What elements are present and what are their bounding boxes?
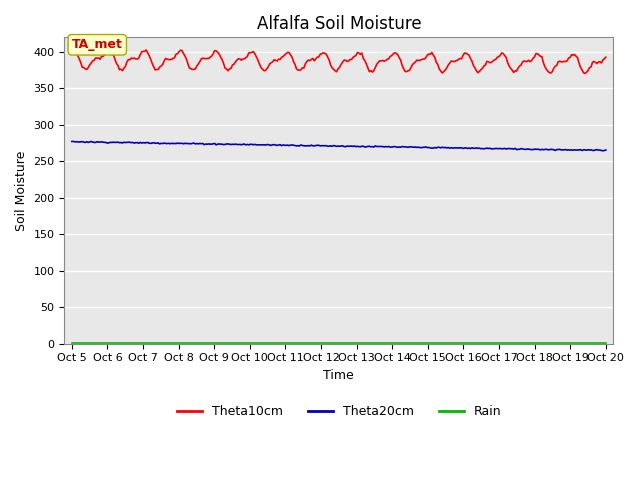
- Legend: Theta10cm, Theta20cm, Rain: Theta10cm, Theta20cm, Rain: [172, 400, 506, 423]
- X-axis label: Time: Time: [323, 369, 354, 382]
- Text: TA_met: TA_met: [72, 38, 123, 51]
- Title: Alfalfa Soil Moisture: Alfalfa Soil Moisture: [257, 15, 421, 33]
- Y-axis label: Soil Moisture: Soil Moisture: [15, 150, 28, 231]
